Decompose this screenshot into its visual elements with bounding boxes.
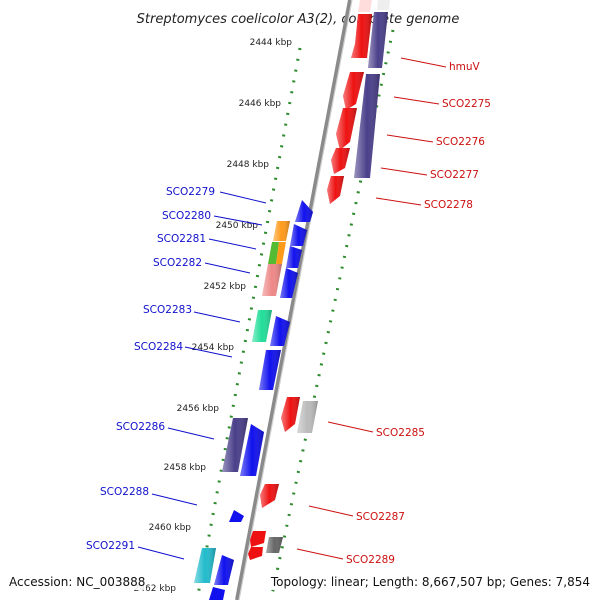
kbp-tick-label: 2448 kbp — [227, 160, 270, 170]
gene-feature[interactable] — [273, 221, 290, 241]
gene-feature[interactable] — [252, 310, 272, 342]
kbp-tick-label: 2454 kbp — [192, 343, 235, 353]
gene-feature[interactable] — [368, 12, 388, 68]
gene-feature[interactable] — [276, 242, 286, 264]
gene-feature[interactable] — [281, 397, 300, 432]
left-strand-genes — [194, 200, 313, 600]
gene-feature[interactable] — [354, 74, 380, 178]
gene-feature[interactable] — [270, 316, 290, 346]
gene-label-right[interactable]: SCO2289 — [346, 554, 395, 566]
gene-label-left[interactable]: SCO2286 — [116, 421, 165, 433]
kbp-tick-label: 2444 kbp — [250, 38, 293, 48]
gene-feature[interactable] — [250, 531, 266, 547]
kbp-tick-label: 2446 kbp — [239, 99, 282, 109]
kbp-tick-label: 2460 kbp — [149, 523, 192, 533]
gene-feature[interactable] — [280, 268, 298, 298]
gene-label-left[interactable]: SCO2281 — [157, 233, 206, 245]
gene-label-left[interactable]: SCO2283 — [143, 304, 192, 316]
gene-feature[interactable] — [266, 537, 283, 553]
gene-feature[interactable] — [229, 510, 244, 522]
gene-feature[interactable] — [262, 264, 282, 296]
gene-feature[interactable] — [248, 547, 263, 560]
gene-feature[interactable] — [358, 0, 372, 12]
gene-feature[interactable] — [351, 14, 372, 58]
kbp-scale: 2444 kbp 2446 kbp 2448 kbp 2450 kbp 2452… — [134, 38, 293, 594]
gene-label-right[interactable]: SCO2277 — [430, 169, 479, 181]
gene-label-left[interactable]: SCO2280 — [162, 210, 211, 222]
topology-text: Topology: linear; Length: 8,667,507 bp; … — [270, 575, 590, 589]
right-gene-callouts: hmuV SCO2275 SCO2276 SCO2277 SCO2278 SCO… — [296, 57, 491, 566]
gene-feature[interactable] — [209, 587, 225, 600]
gene-feature[interactable] — [295, 200, 313, 222]
gene-label-left[interactable]: SCO2282 — [153, 257, 202, 269]
gene-feature[interactable] — [260, 484, 279, 508]
gene-feature[interactable] — [336, 108, 357, 150]
kbp-tick-label: 2462 kbp — [134, 584, 177, 594]
genome-title: Streptomyces coelicolor A3(2), complete … — [137, 12, 460, 27]
gene-feature[interactable] — [240, 424, 264, 476]
gene-label-left[interactable]: SCO2284 — [134, 341, 183, 353]
kbp-tick-label: 2450 kbp — [216, 221, 259, 231]
gene-label-left[interactable]: SCO2291 — [86, 540, 135, 552]
gene-feature[interactable] — [222, 418, 248, 472]
gene-label-right[interactable]: SCO2276 — [436, 136, 485, 148]
gene-feature[interactable] — [327, 176, 344, 204]
gene-feature[interactable] — [297, 401, 318, 433]
accession-text: Accession: NC_003888 — [9, 575, 145, 589]
gene-feature[interactable] — [290, 224, 307, 246]
gene-label-right[interactable]: SCO2287 — [356, 511, 405, 523]
left-dotted-track — [196, 47, 302, 596]
kbp-tick-label: 2452 kbp — [204, 282, 247, 292]
gene-feature[interactable] — [331, 148, 350, 174]
gene-label-left[interactable]: SCO2279 — [166, 186, 215, 198]
left-gene-callouts: SCO2279 SCO2280 SCO2281 SCO2282 SCO2283 … — [86, 186, 267, 560]
gene-feature[interactable] — [194, 548, 216, 583]
kbp-tick-label: 2456 kbp — [177, 404, 220, 414]
gene-label-right[interactable]: SCO2278 — [424, 199, 473, 211]
gene-label-right[interactable]: hmuV — [449, 61, 481, 73]
gene-feature[interactable] — [343, 72, 364, 110]
gene-feature[interactable] — [259, 350, 281, 390]
gene-label-right[interactable]: SCO2275 — [442, 98, 491, 110]
gene-label-left[interactable]: SCO2288 — [100, 486, 149, 498]
gene-label-right[interactable]: SCO2285 — [376, 427, 425, 439]
gene-feature[interactable] — [268, 242, 279, 264]
gene-feature[interactable] — [377, 0, 390, 10]
genome-backbone — [235, 0, 352, 600]
gene-feature[interactable] — [286, 246, 302, 268]
kbp-tick-label: 2458 kbp — [164, 463, 207, 473]
right-strand-genes — [248, 0, 390, 560]
gene-feature[interactable] — [214, 555, 234, 585]
